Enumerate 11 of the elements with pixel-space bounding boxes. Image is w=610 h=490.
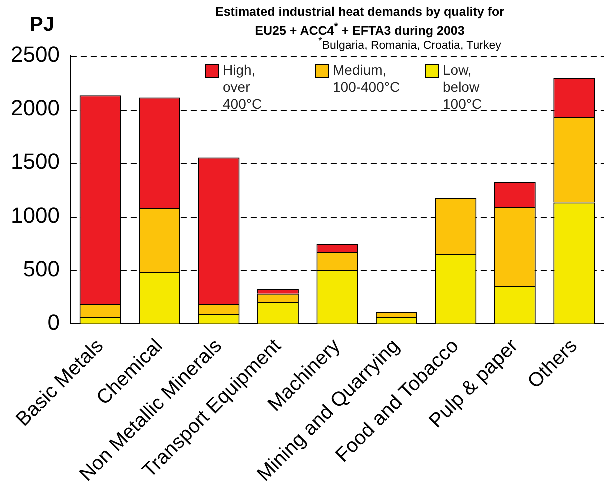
chart-title: Estimated industrial heat demands by quality for EU25 + ACC4$^{*}$ + EFTA3 during 2003 [214,4,506,38]
legend-label: High, over 400°C [223,62,264,113]
y-tick-label: 0 [48,310,60,335]
y-tick-label: 500 [23,256,60,282]
legend-label: Low, below 100°C [443,62,484,113]
y-tick-label: 2000 [10,96,60,121]
y-tick-label: 1500 [10,149,60,174]
y-tick-label: 1000 [10,202,60,228]
legend-label: Medium, 100-400°C [333,62,402,96]
y-axis-title: PJ [30,14,54,37]
y-tick-label: 2500 [10,42,60,68]
